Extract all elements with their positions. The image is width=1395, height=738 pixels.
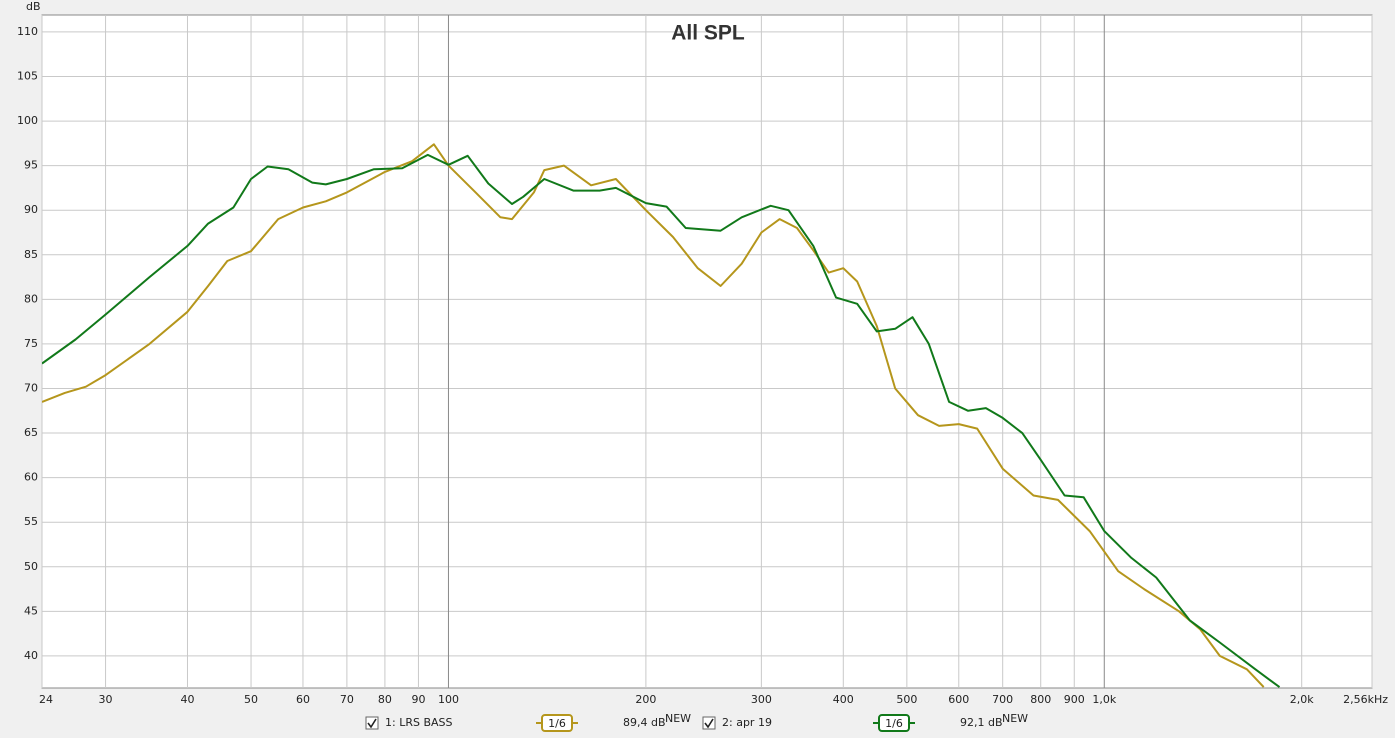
x-tick-label: 500 (896, 693, 917, 706)
x-tick-label: 60 (296, 693, 310, 706)
y-tick-label: 100 (17, 114, 38, 127)
x-tick-label: 24 (39, 693, 53, 706)
legend-name: 2: apr 19 (722, 716, 772, 729)
legend-check (367, 718, 377, 729)
y-tick-label: 80 (24, 292, 38, 305)
y-tick-label: 105 (17, 70, 38, 83)
lines (42, 143, 1281, 688)
x-tick-label: 70 (340, 693, 354, 706)
y-tick-label: 70 (24, 381, 38, 394)
y-tick-label: 45 (24, 604, 38, 617)
legend-item: 1: LRS BASS 1/6 89,4 dB NEW (365, 712, 691, 732)
x-tick-label: 700 (992, 693, 1013, 706)
legend-checkbox[interactable] (365, 716, 379, 730)
x-tick-label: 900 (1064, 693, 1085, 706)
series-line (42, 143, 1265, 688)
y-tick-label: 110 (17, 25, 38, 38)
x-tick-label: 40 (180, 693, 194, 706)
plot-area (41, 14, 1373, 689)
x-tick-label: 300 (751, 693, 772, 706)
smoothing-label: 1/6 (885, 717, 903, 730)
x-tick-label: 200 (635, 693, 656, 706)
labels: 40 45 50 55 60 65 70 75 80 85 90 95 100 105 110 24 30 40 5… (17, 25, 1388, 706)
x-tick-label: 400 (833, 693, 854, 706)
legend-item: 2: apr 19 1/6 92,1 dB NEW (702, 712, 1028, 732)
legend-badge: NEW (665, 712, 691, 725)
y-tick-label: 95 (24, 159, 38, 172)
y-tick-label: 40 (24, 649, 38, 662)
x-tick-label: 80 (378, 693, 392, 706)
y-tick-label: 55 (24, 515, 38, 528)
x-tick-label: 2,56kHz (1343, 693, 1388, 706)
smoothing-box[interactable] (878, 714, 910, 732)
series-line (42, 153, 1281, 688)
y-tick-label: 60 (24, 471, 38, 484)
smoothing-box[interactable] (541, 714, 573, 732)
legend-badge: NEW (1002, 712, 1028, 725)
y-tick-label: 50 (24, 560, 38, 573)
chart-title: All SPL (671, 22, 745, 45)
grid (41, 15, 1373, 688)
x-tick-label: 600 (948, 693, 969, 706)
legend-level: 92,1 dB (960, 716, 1003, 729)
x-tick-label: 50 (244, 693, 258, 706)
y-tick-label: 85 (24, 248, 38, 261)
x-tick-label: 2,0k (1290, 693, 1314, 706)
x-tick-label: 90 (411, 693, 425, 706)
y-axis-label: dB (26, 0, 41, 13)
x-tick-label: 100 (438, 693, 459, 706)
legend-checkbox[interactable] (702, 716, 716, 730)
y-tick-label: 90 (24, 203, 38, 216)
legend-name: 1: LRS BASS (385, 716, 453, 729)
legend-check (704, 718, 714, 729)
x-tick-label: 1,0k (1092, 693, 1116, 706)
y-tick-label: 75 (24, 337, 38, 350)
legend: 1: LRS BASS 1/6 89,4 dB NEW 2: apr 19 1/6 92,1… (365, 712, 1028, 732)
smoothing-label: 1/6 (548, 717, 566, 730)
legend-level: 89,4 dB (623, 716, 666, 729)
x-tick-label: 30 (99, 693, 113, 706)
x-tick-label: 800 (1030, 693, 1051, 706)
y-tick-label: 65 (24, 426, 38, 439)
